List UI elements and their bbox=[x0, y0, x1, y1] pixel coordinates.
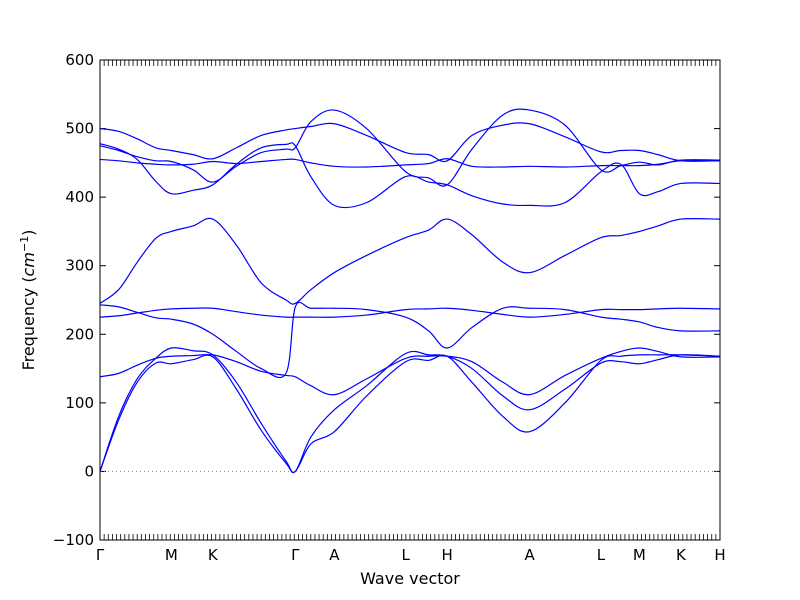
phonon-branch-6 bbox=[99, 217, 721, 305]
y-axis-title-prefix: Frequency ( bbox=[19, 276, 38, 370]
x-tick-label: L bbox=[401, 546, 410, 564]
x-tick-label: A bbox=[525, 546, 536, 564]
x-tick-label: K bbox=[208, 546, 219, 564]
phonon-branch-2 bbox=[99, 354, 721, 474]
series-layer bbox=[99, 108, 721, 474]
y-tick-label: −100 bbox=[53, 531, 94, 549]
x-tick-label: L bbox=[597, 546, 606, 564]
phonon-branch-3 bbox=[99, 347, 721, 396]
x-tick-label: H bbox=[442, 546, 453, 564]
phonon-branch-8 bbox=[99, 142, 721, 209]
y-axis-ticks: −100 0 100 200 300 400 500 600 bbox=[53, 51, 720, 549]
phonon-branch-5 bbox=[99, 301, 721, 379]
x-tick-label: M bbox=[633, 546, 646, 564]
y-tick-label: 200 bbox=[65, 325, 94, 343]
phonon-branch-10 bbox=[99, 122, 721, 163]
phonon-branch-1 bbox=[99, 347, 721, 474]
y-axis-title-exponent: −1 bbox=[18, 236, 31, 252]
x-tick-label: M bbox=[165, 546, 178, 564]
y-tick-label: 300 bbox=[65, 257, 94, 275]
x-tick-label: H bbox=[714, 546, 725, 564]
y-tick-label: 0 bbox=[84, 462, 94, 480]
y-axis-title: Frequency (cm−1) bbox=[18, 230, 38, 371]
x-tick-label: Γ bbox=[291, 546, 300, 564]
y-axis-title-unit: cm bbox=[19, 252, 38, 276]
y-tick-label: 100 bbox=[65, 394, 94, 412]
y-axis-title-suffix: ) bbox=[19, 230, 38, 236]
phonon-branch-4 bbox=[99, 307, 721, 318]
x-tick-label: K bbox=[676, 546, 687, 564]
phonon-branch-7 bbox=[99, 158, 721, 168]
y-tick-label: 400 bbox=[65, 188, 94, 206]
plot-frame bbox=[99, 59, 721, 541]
x-tick-label: A bbox=[329, 546, 340, 564]
x-axis-title: Wave vector bbox=[360, 569, 460, 588]
y-tick-label: 500 bbox=[65, 120, 94, 138]
phonon-branch-9 bbox=[99, 108, 721, 187]
x-tick-label: Γ bbox=[96, 546, 105, 564]
y-tick-label: 600 bbox=[65, 51, 94, 69]
